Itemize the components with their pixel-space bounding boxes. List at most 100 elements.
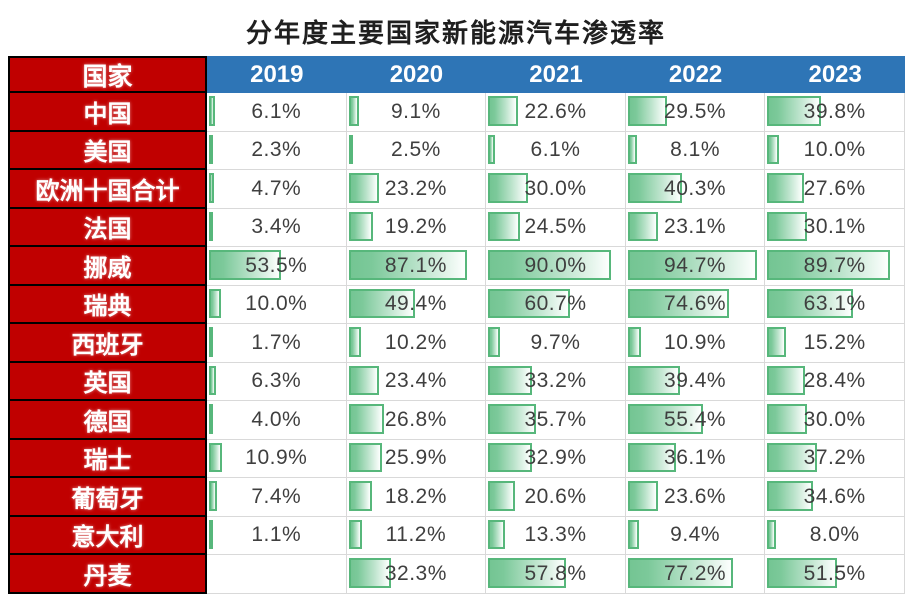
data-bar xyxy=(627,558,733,588)
data-bar xyxy=(348,173,379,203)
value-label: 13.3% xyxy=(524,523,587,547)
value-cell: 60.7% xyxy=(486,285,626,324)
data-bar xyxy=(348,558,392,588)
year-header: 2022 xyxy=(668,60,723,88)
value-cell xyxy=(207,555,347,594)
value-label: 40.3% xyxy=(664,176,727,200)
data-bar xyxy=(767,173,804,203)
value-label: 11.2% xyxy=(385,523,447,547)
data-bar xyxy=(209,404,213,434)
value-cell: 49.4% xyxy=(346,285,487,324)
value-cell: 27.6% xyxy=(765,170,905,209)
table-body: 中国 6.1% 9.1% 22.6% 29.5% 39.8% 美国 2.3% 2.5% 6.1% 8… xyxy=(8,93,905,594)
value-label: 4.7% xyxy=(251,176,302,200)
data-bar xyxy=(348,134,353,164)
value-label: 33.2% xyxy=(524,369,587,393)
data-bar xyxy=(767,211,808,241)
data-bar xyxy=(209,134,213,164)
value-cell: 1.7% xyxy=(207,324,347,363)
value-cell: 90.0% xyxy=(486,247,626,286)
country-label: 丹麦 xyxy=(8,555,207,594)
table-row: 欧洲十国合计 4.7% 23.2% 30.0% 40.3% 27.6% xyxy=(8,170,905,209)
value-label: 30.0% xyxy=(524,176,587,200)
value-cell: 2.3% xyxy=(207,131,347,170)
data-bar xyxy=(209,288,221,318)
value-cell: 2.5% xyxy=(346,131,487,170)
country-label: 欧洲十国合计 xyxy=(8,170,207,209)
data-bar xyxy=(209,519,213,549)
value-label: 23.4% xyxy=(384,369,447,393)
value-label: 10.2% xyxy=(384,330,447,354)
value-label: 4.0% xyxy=(251,407,302,431)
value-label: 19.2% xyxy=(384,215,447,239)
table-row: 西班牙 1.7% 10.2% 9.7% 10.9% 15.2% xyxy=(8,324,905,363)
data-bar xyxy=(488,211,521,241)
country-label: 美国 xyxy=(8,131,207,170)
data-bar xyxy=(767,134,780,164)
value-cells: 7.4% 18.2% 20.6% 23.6% 34.6% xyxy=(207,478,905,517)
value-label: 57.8% xyxy=(524,561,587,585)
country-label: 意大利 xyxy=(8,516,207,555)
value-cell: 7.4% xyxy=(207,478,347,517)
data-table: 国家 2019 2020 2021 2022 2023 中国 6.1% 9.1% 22.6% 2… xyxy=(8,56,905,594)
table-row: 葡萄牙 7.4% 18.2% 20.6% 23.6% 34.6% xyxy=(8,478,905,517)
value-cell: 15.2% xyxy=(765,324,905,363)
value-cell: 9.4% xyxy=(625,516,766,555)
value-cell: 6.1% xyxy=(207,93,347,132)
value-label: 23.1% xyxy=(664,215,727,239)
data-bar xyxy=(767,365,805,395)
value-label: 3.4% xyxy=(251,215,302,239)
table-row: 瑞士 10.9% 25.9% 32.9% 36.1% 37.2% xyxy=(8,439,905,478)
value-cell: 34.6% xyxy=(765,478,905,517)
value-cells: 4.0% 26.8% 35.7% 55.4% 30.0% xyxy=(207,401,905,440)
value-cells: 10.0% 49.4% 60.7% 74.6% 63.1% xyxy=(207,285,905,324)
value-label: 77.2% xyxy=(664,561,727,585)
value-cell: 29.5% xyxy=(625,93,766,132)
value-label: 39.4% xyxy=(664,369,727,393)
value-label: 30.0% xyxy=(803,407,866,431)
value-cell: 10.2% xyxy=(346,324,487,363)
value-label: 20.6% xyxy=(524,484,587,508)
country-label: 西班牙 xyxy=(8,324,207,363)
value-cell: 37.2% xyxy=(765,439,905,478)
value-cells: 3.4% 19.2% 24.5% 23.1% 30.1% xyxy=(207,208,905,247)
value-label: 28.4% xyxy=(803,369,866,393)
data-bar xyxy=(627,365,681,395)
year-header: 2021 xyxy=(529,60,583,88)
value-label: 9.4% xyxy=(670,523,721,547)
value-label: 7.4% xyxy=(251,484,302,508)
value-cell: 94.7% xyxy=(625,247,766,286)
value-label: 10.0% xyxy=(803,138,866,162)
country-label: 瑞典 xyxy=(8,285,207,324)
value-cell: 36.1% xyxy=(625,439,766,478)
value-label: 8.0% xyxy=(809,523,860,547)
value-cell: 74.6% xyxy=(625,285,766,324)
data-bar xyxy=(348,211,374,241)
value-cell: 32.9% xyxy=(486,439,626,478)
value-label: 55.4% xyxy=(664,407,727,431)
value-label: 6.3% xyxy=(251,369,302,393)
data-bar xyxy=(627,327,641,357)
value-cell: 4.0% xyxy=(207,401,347,440)
data-bar xyxy=(767,519,777,549)
value-cell: 23.4% xyxy=(346,362,487,401)
value-cell: 13.3% xyxy=(486,516,626,555)
table-row: 中国 6.1% 9.1% 22.6% 29.5% 39.8% xyxy=(8,93,905,132)
value-label: 6.1% xyxy=(251,99,302,123)
table-row: 德国 4.0% 26.8% 35.7% 55.4% 30.0% xyxy=(8,401,905,440)
value-label: 63.1% xyxy=(803,292,866,316)
value-label: 9.7% xyxy=(530,330,581,354)
value-cell: 1.1% xyxy=(207,516,347,555)
data-bar xyxy=(488,519,505,549)
header-row: 国家 2019 2020 2021 2022 2023 xyxy=(8,56,905,93)
value-cell: 26.8% xyxy=(346,401,487,440)
data-bar xyxy=(767,404,807,434)
data-bar xyxy=(627,481,659,511)
value-cell: 57.8% xyxy=(486,555,626,594)
data-bar xyxy=(627,96,667,126)
table-row: 丹麦 32.3% 57.8% 77.2% 51.5% xyxy=(8,555,905,594)
data-bar xyxy=(767,481,814,511)
value-label: 39.8% xyxy=(803,99,866,123)
value-cell: 63.1% xyxy=(765,285,905,324)
value-label: 15.2% xyxy=(803,330,866,354)
